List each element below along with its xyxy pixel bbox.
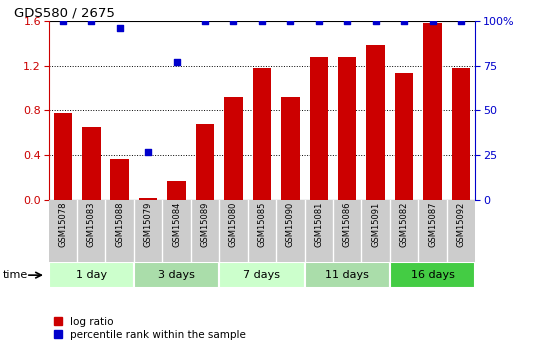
Text: GSM15087: GSM15087 (428, 202, 437, 247)
Text: 16 days: 16 days (410, 270, 455, 280)
Point (428, 18, 437, 23)
Text: GSM15085: GSM15085 (258, 202, 266, 247)
Text: GSM15091: GSM15091 (371, 202, 380, 247)
Bar (82, 127, 100, 200)
Bar (281, 97, 300, 200)
Point (314, 18, 323, 23)
Text: GSM15086: GSM15086 (343, 202, 352, 247)
Point (87, 18, 96, 23)
Text: time: time (3, 270, 28, 280)
Bar (338, 57, 356, 200)
Text: GSM15082: GSM15082 (400, 202, 409, 247)
Bar (367, 46, 385, 200)
Point (372, 18, 380, 23)
Text: 11 days: 11 days (325, 270, 369, 280)
Bar (309, 57, 328, 200)
Point (400, 18, 408, 23)
Bar (452, 68, 470, 200)
Text: GSM15079: GSM15079 (144, 202, 153, 247)
Text: 1 day: 1 day (76, 270, 107, 280)
Text: GDS580 / 2675: GDS580 / 2675 (15, 7, 116, 20)
Bar (224, 97, 242, 200)
Bar (305, 262, 390, 288)
Bar (111, 159, 129, 200)
Text: GSM15080: GSM15080 (229, 202, 238, 247)
Point (116, 25, 124, 31)
Legend: log ratio, percentile rank within the sample: log ratio, percentile rank within the sa… (54, 317, 246, 340)
Text: GSM15092: GSM15092 (456, 202, 465, 247)
Point (258, 18, 266, 23)
Text: GSM15084: GSM15084 (172, 202, 181, 247)
Bar (134, 262, 219, 288)
Point (343, 18, 352, 23)
Point (229, 18, 238, 23)
Text: GSM15089: GSM15089 (200, 202, 210, 247)
Text: GSM15088: GSM15088 (115, 202, 124, 247)
Text: 7 days: 7 days (244, 270, 280, 280)
Point (172, 59, 181, 65)
Point (457, 18, 465, 23)
Bar (253, 68, 271, 200)
Text: GSM15083: GSM15083 (87, 202, 96, 247)
Bar (395, 73, 413, 200)
Text: GSM15090: GSM15090 (286, 202, 295, 247)
Bar (139, 198, 157, 200)
Bar (196, 124, 214, 200)
Bar (49, 262, 134, 288)
Bar (423, 23, 442, 200)
Point (286, 18, 295, 23)
Text: GSM15078: GSM15078 (58, 202, 68, 247)
Point (201, 18, 210, 23)
Bar (390, 262, 475, 288)
Bar (219, 262, 305, 288)
Bar (167, 181, 186, 200)
Text: GSM15081: GSM15081 (314, 202, 323, 247)
Text: 3 days: 3 days (158, 270, 195, 280)
Point (144, 149, 152, 155)
Point (58, 18, 67, 23)
Bar (53, 112, 72, 200)
